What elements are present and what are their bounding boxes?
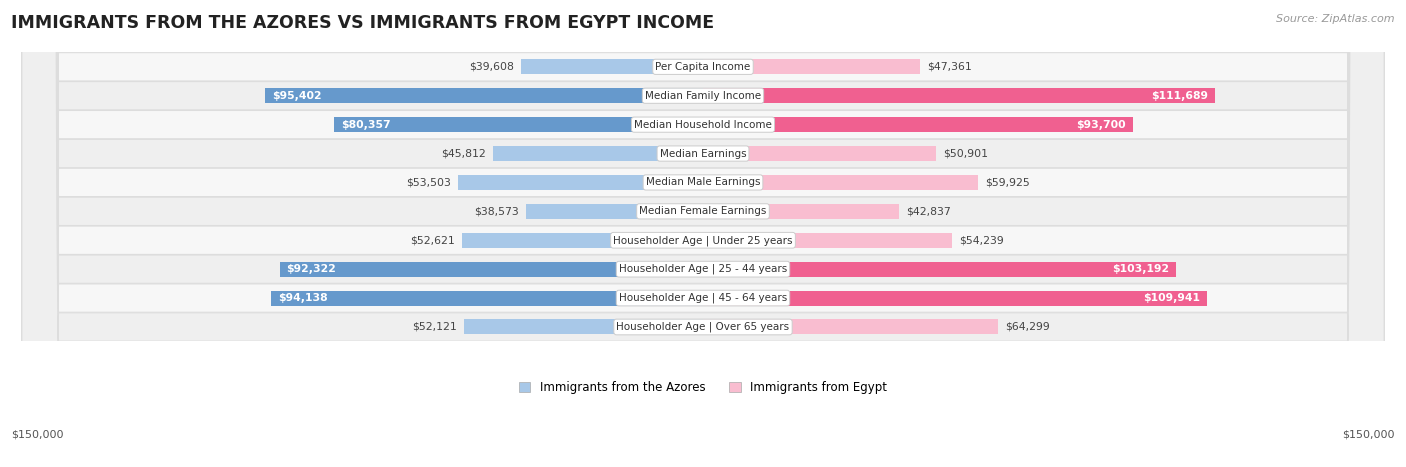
FancyBboxPatch shape	[22, 0, 1384, 467]
Bar	[461, 233, 703, 248]
Text: $95,402: $95,402	[273, 91, 322, 101]
FancyBboxPatch shape	[22, 0, 1384, 467]
Bar	[457, 175, 703, 190]
Text: $53,503: $53,503	[406, 177, 451, 187]
FancyBboxPatch shape	[22, 0, 1384, 467]
Text: Median Household Income: Median Household Income	[634, 120, 772, 130]
Bar	[703, 204, 900, 219]
Bar	[335, 117, 703, 132]
Bar	[280, 262, 703, 276]
FancyBboxPatch shape	[22, 0, 1384, 467]
FancyBboxPatch shape	[22, 0, 1384, 467]
Text: $50,901: $50,901	[943, 149, 988, 158]
Bar	[703, 319, 998, 334]
Text: $47,361: $47,361	[927, 62, 972, 72]
FancyBboxPatch shape	[22, 0, 1384, 467]
Text: $80,357: $80,357	[342, 120, 391, 130]
Text: $103,192: $103,192	[1112, 264, 1170, 274]
Text: $54,239: $54,239	[959, 235, 1004, 245]
Bar	[703, 59, 921, 74]
Bar	[703, 117, 1133, 132]
Text: $109,941: $109,941	[1143, 293, 1201, 303]
Bar	[271, 290, 703, 305]
FancyBboxPatch shape	[22, 0, 1384, 467]
Text: $150,000: $150,000	[1343, 430, 1395, 439]
Legend: Immigrants from the Azores, Immigrants from Egypt: Immigrants from the Azores, Immigrants f…	[515, 377, 891, 399]
Bar	[703, 175, 977, 190]
FancyBboxPatch shape	[22, 0, 1384, 467]
Text: Householder Age | 45 - 64 years: Householder Age | 45 - 64 years	[619, 293, 787, 304]
Text: Median Female Earnings: Median Female Earnings	[640, 206, 766, 216]
Bar	[526, 204, 703, 219]
Text: IMMIGRANTS FROM THE AZORES VS IMMIGRANTS FROM EGYPT INCOME: IMMIGRANTS FROM THE AZORES VS IMMIGRANTS…	[11, 14, 714, 32]
Text: Householder Age | Over 65 years: Householder Age | Over 65 years	[616, 322, 790, 332]
Bar	[703, 146, 936, 161]
Text: $92,322: $92,322	[287, 264, 336, 274]
Text: $59,925: $59,925	[984, 177, 1029, 187]
Text: $150,000: $150,000	[11, 430, 63, 439]
Text: Householder Age | Under 25 years: Householder Age | Under 25 years	[613, 235, 793, 246]
Bar	[494, 146, 703, 161]
Bar	[703, 88, 1215, 103]
Bar	[266, 88, 703, 103]
Text: Householder Age | 25 - 44 years: Householder Age | 25 - 44 years	[619, 264, 787, 275]
Bar	[703, 262, 1177, 276]
Text: $52,121: $52,121	[412, 322, 457, 332]
FancyBboxPatch shape	[22, 0, 1384, 467]
Text: Median Family Income: Median Family Income	[645, 91, 761, 101]
Text: $38,573: $38,573	[474, 206, 519, 216]
Text: $52,621: $52,621	[411, 235, 454, 245]
Text: Median Male Earnings: Median Male Earnings	[645, 177, 761, 187]
Text: $45,812: $45,812	[441, 149, 486, 158]
Text: Median Earnings: Median Earnings	[659, 149, 747, 158]
Bar	[522, 59, 703, 74]
Text: $42,837: $42,837	[907, 206, 950, 216]
Bar	[703, 290, 1208, 305]
Text: $93,700: $93,700	[1076, 120, 1126, 130]
Text: $64,299: $64,299	[1005, 322, 1049, 332]
Bar	[464, 319, 703, 334]
Text: Per Capita Income: Per Capita Income	[655, 62, 751, 72]
FancyBboxPatch shape	[22, 0, 1384, 467]
Text: $39,608: $39,608	[470, 62, 515, 72]
Text: Source: ZipAtlas.com: Source: ZipAtlas.com	[1277, 14, 1395, 24]
Text: $94,138: $94,138	[278, 293, 328, 303]
Text: $111,689: $111,689	[1152, 91, 1208, 101]
Bar	[703, 233, 952, 248]
